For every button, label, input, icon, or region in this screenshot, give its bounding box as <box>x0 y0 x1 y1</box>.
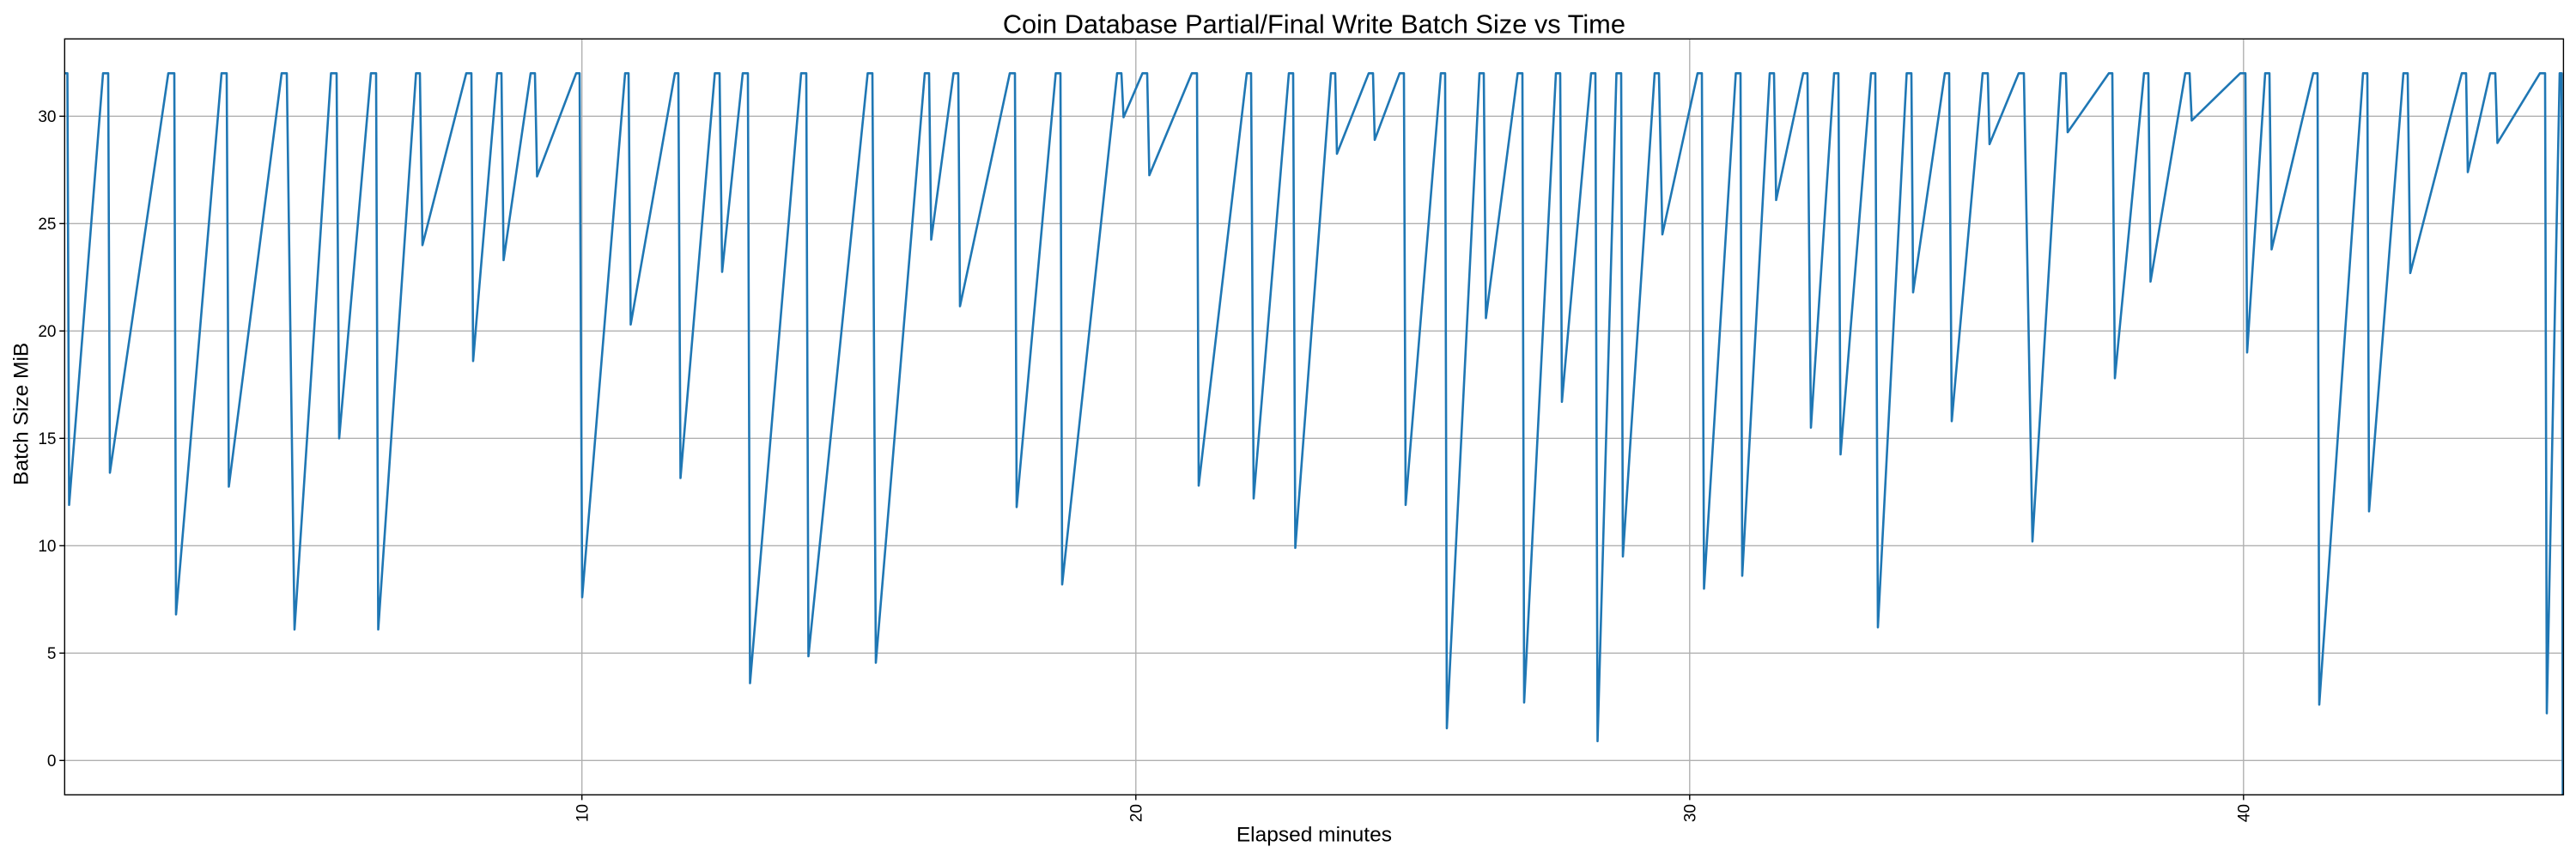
svg-text:30: 30 <box>1681 804 1699 822</box>
svg-text:Coin Database Partial/Final Wr: Coin Database Partial/Final Write Batch … <box>1003 9 1625 40</box>
svg-text:10: 10 <box>38 538 56 556</box>
svg-text:30: 30 <box>38 108 56 126</box>
svg-text:Batch Size MiB: Batch Size MiB <box>9 343 33 485</box>
svg-text:Elapsed minutes: Elapsed minutes <box>1236 823 1392 846</box>
svg-text:40: 40 <box>2235 804 2253 822</box>
svg-text:25: 25 <box>38 216 56 234</box>
svg-text:10: 10 <box>574 804 592 822</box>
svg-text:5: 5 <box>47 645 57 663</box>
svg-text:20: 20 <box>1127 804 1145 822</box>
svg-text:20: 20 <box>38 323 56 341</box>
svg-text:0: 0 <box>47 752 57 771</box>
svg-text:15: 15 <box>38 430 56 448</box>
